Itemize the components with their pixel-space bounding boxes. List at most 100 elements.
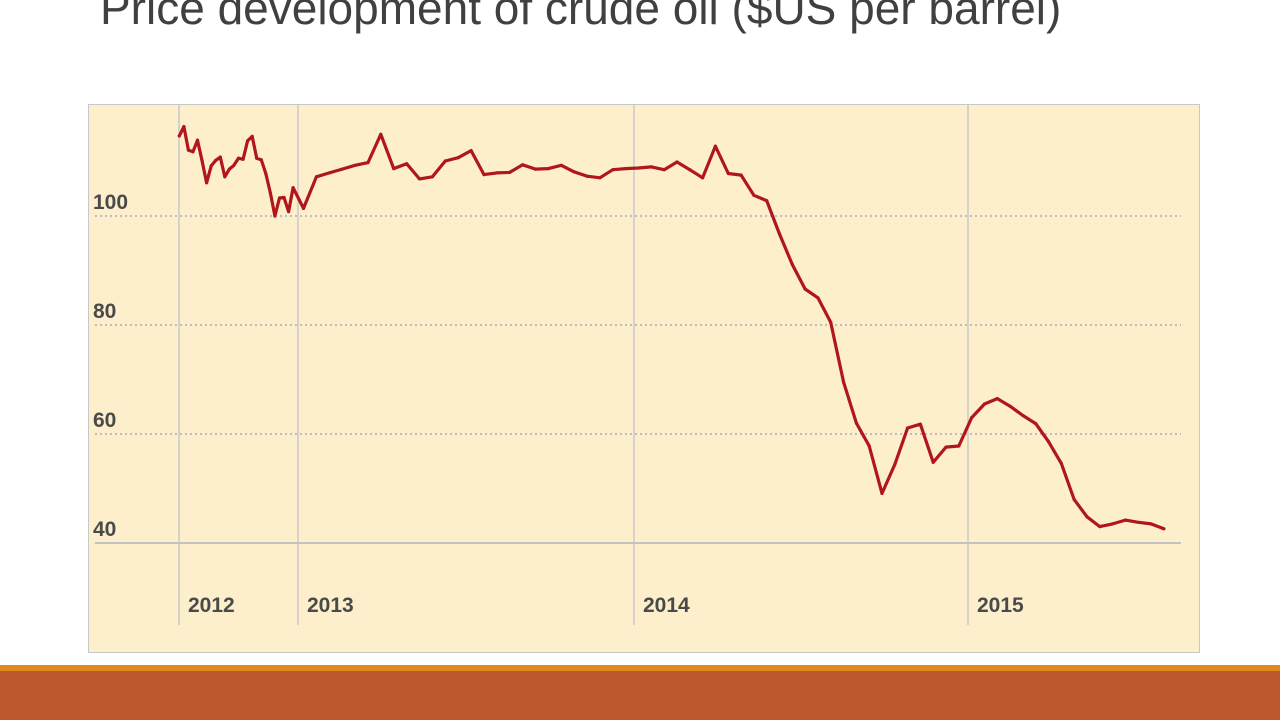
data-point-2012-03-12 bbox=[200, 159, 204, 163]
data-point-2013-05-27 bbox=[430, 175, 434, 179]
data-point-2013-10-28 bbox=[572, 170, 576, 174]
data-point-2013-08-19 bbox=[508, 170, 512, 174]
data-point-2012-01-02 bbox=[177, 134, 181, 138]
footer-band bbox=[0, 671, 1280, 720]
data-point-2012-12-17 bbox=[291, 186, 295, 190]
data-point-2013-11-25 bbox=[598, 176, 602, 180]
y-tick-label-40: 40 bbox=[93, 518, 116, 541]
chart-panel: 40 60 80 100 2012 2013 2014 2015 bbox=[88, 104, 1200, 653]
data-point-2014-07-07 bbox=[803, 287, 807, 291]
data-point-2013-07-22 bbox=[482, 173, 486, 177]
data-point-2013-01-21 bbox=[314, 175, 318, 179]
data-point-2012-04-09 bbox=[209, 164, 213, 168]
data-point-2015-02-02 bbox=[995, 397, 999, 401]
data-point-2012-04-23 bbox=[214, 158, 218, 162]
data-point-2012-10-22 bbox=[273, 214, 277, 218]
data-point-2014-09-29 bbox=[880, 491, 884, 495]
data-point-2012-09-24 bbox=[264, 171, 268, 176]
crude-oil-price-line bbox=[177, 125, 1166, 531]
y-tick-label-60: 60 bbox=[93, 409, 116, 432]
data-point-2014-05-26 bbox=[765, 199, 769, 203]
data-point-2014-02-03 bbox=[662, 168, 666, 172]
data-point-2014-10-27 bbox=[906, 426, 910, 430]
data-point-2013-03-04 bbox=[353, 163, 357, 167]
data-point-2015-06-22 bbox=[1123, 518, 1127, 522]
data-point-2013-02-04 bbox=[327, 171, 331, 175]
data-point-2014-01-06 bbox=[637, 166, 641, 170]
data-point-2012-05-21 bbox=[223, 175, 227, 179]
data-point-2014-01-20 bbox=[649, 165, 654, 169]
data-point-2015-03-02 bbox=[1021, 413, 1025, 418]
x-tick-label-2013: 2013 bbox=[307, 594, 354, 617]
data-point-2014-11-10 bbox=[918, 422, 923, 426]
footer-bar bbox=[0, 665, 1280, 720]
data-point-2013-01-07 bbox=[301, 206, 306, 210]
data-point-2012-10-08 bbox=[268, 191, 272, 195]
data-point-2014-03-17 bbox=[701, 176, 705, 180]
data-point-2015-08-03 bbox=[1162, 527, 1166, 531]
y-tick-label-80: 80 bbox=[93, 300, 116, 323]
data-point-2012-07-02 bbox=[236, 156, 241, 160]
data-point-2015-07-06 bbox=[1136, 520, 1140, 524]
data-point-2012-06-04 bbox=[227, 167, 231, 171]
data-point-2013-05-13 bbox=[417, 177, 422, 181]
data-point-2013-04-29 bbox=[405, 162, 409, 166]
data-point-2014-06-09 bbox=[777, 232, 782, 236]
x-tick-label-2012: 2012 bbox=[188, 594, 235, 617]
data-point-2012-02-13 bbox=[191, 150, 195, 154]
data-point-2014-03-31 bbox=[713, 144, 718, 148]
data-point-2015-04-27 bbox=[1072, 497, 1076, 501]
oil-price-line-chart: 40 60 80 100 2012 2013 2014 2015 bbox=[93, 105, 1181, 625]
data-point-2013-12-23 bbox=[624, 167, 628, 171]
data-point-2014-11-24 bbox=[931, 460, 935, 464]
data-point-2014-12-22 bbox=[957, 444, 961, 448]
data-point-2014-04-28 bbox=[739, 173, 743, 177]
data-point-2013-08-05 bbox=[495, 171, 499, 175]
data-point-2015-06-08 bbox=[1111, 522, 1115, 526]
data-point-2015-03-16 bbox=[1034, 422, 1038, 426]
data-point-2012-08-27 bbox=[255, 156, 259, 160]
data-point-2014-08-04 bbox=[829, 320, 833, 324]
x-tick-label-2014: 2014 bbox=[643, 594, 690, 617]
data-point-2012-01-16 bbox=[182, 125, 186, 129]
data-point-2014-05-12 bbox=[752, 193, 756, 197]
x-tick-label-2015: 2015 bbox=[977, 594, 1024, 617]
data-point-2013-06-24 bbox=[456, 156, 460, 160]
data-point-2012-05-07 bbox=[218, 155, 222, 159]
data-point-2014-09-15 bbox=[867, 444, 871, 448]
data-point-2014-09-01 bbox=[854, 421, 859, 425]
data-point-2015-04-13 bbox=[1059, 461, 1063, 465]
data-point-2015-05-25 bbox=[1098, 525, 1102, 529]
data-point-2013-10-14 bbox=[559, 163, 563, 167]
data-point-2012-11-05 bbox=[277, 196, 282, 200]
data-point-2013-11-11 bbox=[585, 174, 589, 178]
data-point-2013-03-18 bbox=[366, 161, 370, 165]
data-point-2012-12-03 bbox=[287, 210, 291, 214]
data-point-2014-12-08 bbox=[944, 445, 948, 449]
data-point-2015-01-05 bbox=[970, 416, 974, 420]
data-point-2013-07-08 bbox=[469, 149, 473, 153]
data-point-2015-03-30 bbox=[1046, 440, 1051, 444]
data-point-2015-05-11 bbox=[1085, 515, 1089, 519]
y-tick-label-100: 100 bbox=[93, 191, 128, 214]
data-point-2014-07-21 bbox=[816, 296, 820, 300]
data-point-2015-02-16 bbox=[1008, 404, 1012, 408]
slide-title: Price development of crude oil ($US per … bbox=[100, 0, 1062, 34]
data-point-2013-09-16 bbox=[533, 167, 538, 171]
data-point-2015-07-20 bbox=[1149, 522, 1153, 526]
data-point-2012-08-13 bbox=[250, 134, 254, 138]
data-point-2014-02-17 bbox=[675, 160, 679, 164]
data-point-2014-10-13 bbox=[893, 462, 897, 467]
footer-accent-stripe bbox=[0, 665, 1280, 671]
data-point-2012-03-26 bbox=[205, 181, 209, 185]
data-point-2014-03-03 bbox=[688, 168, 692, 172]
data-point-2012-09-10 bbox=[259, 158, 263, 162]
data-point-2012-02-27 bbox=[195, 138, 200, 142]
data-point-2013-09-30 bbox=[546, 167, 550, 171]
data-point-2012-07-30 bbox=[246, 139, 250, 143]
data-point-2014-04-14 bbox=[726, 171, 730, 176]
data-point-2012-11-19 bbox=[282, 195, 286, 200]
data-point-2012-01-30 bbox=[186, 148, 190, 152]
data-point-2013-04-01 bbox=[379, 132, 383, 136]
data-point-2012-06-18 bbox=[232, 163, 236, 167]
